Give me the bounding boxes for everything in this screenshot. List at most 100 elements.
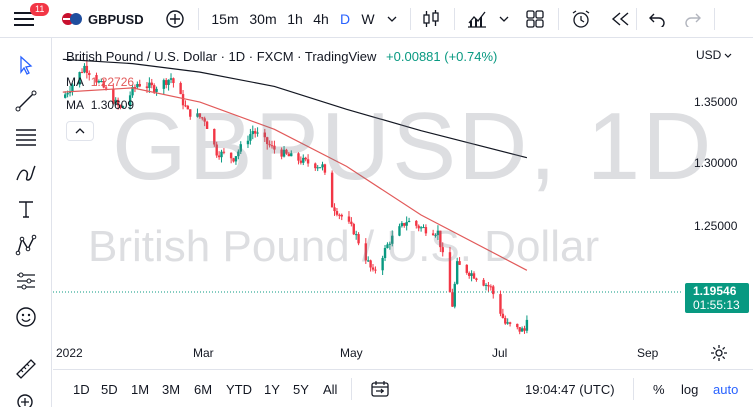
interval-15m[interactable]: 15m [211, 11, 239, 27]
currency-selector[interactable]: USD [696, 48, 732, 62]
candle-body [398, 226, 401, 236]
candle-body [162, 80, 166, 89]
brush-icon [16, 165, 36, 181]
range-1m[interactable]: 1M [131, 381, 150, 397]
candle-body [354, 234, 358, 236]
icons-tool[interactable] [10, 302, 42, 332]
compare-button[interactable] [162, 0, 188, 38]
percent-toggle[interactable]: % [653, 381, 665, 397]
candle-body [181, 94, 185, 106]
candle-body [506, 322, 509, 324]
interval-30m[interactable]: 30m [249, 11, 277, 27]
candle-body [431, 233, 435, 236]
chart-settings-button[interactable] [710, 344, 728, 367]
candle-body [201, 117, 204, 119]
measure-tool[interactable] [10, 354, 42, 384]
candle-body [357, 234, 360, 244]
utc-clock[interactable]: 19:04:47 (UTC) [525, 381, 615, 397]
ma-slow-legend[interactable]: MA 1.30609 [66, 98, 134, 112]
menu-button[interactable] [8, 0, 40, 38]
range-ytd[interactable]: YTD [226, 381, 252, 397]
intervals-dropdown[interactable] [382, 0, 402, 38]
range-5y[interactable]: 5Y [293, 381, 309, 397]
candle-body [321, 164, 324, 168]
log-toggle[interactable]: log [681, 381, 699, 397]
candle-body [470, 273, 473, 276]
candle-body [405, 222, 408, 226]
interval-w[interactable]: W [361, 11, 375, 27]
interval-d[interactable]: D [339, 11, 351, 27]
candlestick-series [64, 60, 529, 335]
candle-body [114, 99, 117, 104]
ruler-icon [16, 359, 36, 379]
candle-body [145, 86, 149, 88]
candle-body [364, 243, 367, 261]
candle-body [386, 244, 389, 249]
candle-body [280, 149, 283, 157]
watermark-symbol: GBPUSD, 1D [112, 93, 714, 200]
candle-body [239, 144, 242, 152]
price-chart[interactable] [53, 39, 753, 369]
candle-body [133, 87, 137, 89]
fib-tool[interactable] [10, 122, 42, 152]
ma-fast-label: MA [66, 75, 84, 89]
redo-button[interactable] [680, 0, 706, 38]
candle-body [484, 284, 488, 286]
ma-fast-line [62, 87, 528, 271]
cursor-tool[interactable] [10, 50, 42, 80]
ma-slow-value: 1.30609 [90, 98, 135, 112]
chart-type-button[interactable] [418, 0, 444, 38]
zoom-in-tool[interactable] [10, 388, 42, 407]
legend-collapse-button[interactable] [66, 121, 94, 141]
undo-button[interactable] [644, 0, 670, 38]
alert-button[interactable] [568, 0, 594, 38]
range-3m[interactable]: 3M [162, 381, 181, 397]
candle-body [198, 113, 202, 118]
candle-body [318, 167, 322, 169]
candle-body [203, 118, 206, 122]
ma-slow-line [62, 58, 528, 159]
range-6m[interactable]: 6M [194, 381, 213, 397]
pattern-tool[interactable] [10, 230, 42, 260]
interval-4h[interactable]: 4h [313, 11, 329, 27]
ma-fast-legend[interactable]: MA 1.22726 [66, 75, 134, 89]
layouts-button[interactable] [522, 0, 548, 38]
candle-body [88, 72, 91, 76]
candle-body [215, 144, 218, 156]
redo-icon [685, 13, 701, 27]
range-1d[interactable]: 1D [73, 381, 90, 397]
range-5d[interactable]: 5D [101, 381, 118, 397]
trend-line-tool[interactable] [10, 86, 42, 116]
brush-tool[interactable] [10, 158, 42, 188]
top-toolbar: 11 GBPUSD 15m 30m 1h 4h D W [0, 0, 753, 38]
candle-body [453, 283, 456, 307]
candle-body [391, 235, 394, 244]
candle-body [249, 134, 252, 141]
last-price-value: 1.19546 [693, 284, 737, 298]
candle-body [253, 131, 257, 134]
indicators-button[interactable] [464, 0, 490, 38]
time-tick: Sep [637, 346, 659, 360]
auto-toggle[interactable]: auto [713, 381, 739, 397]
symbol-search-button[interactable]: GBPUSD [62, 0, 150, 38]
candle-body [419, 227, 423, 229]
calendar-range-icon [371, 381, 389, 397]
replay-button[interactable] [608, 0, 634, 38]
candle-body [165, 80, 168, 85]
candle-body [302, 157, 305, 163]
smiley-icon [16, 307, 36, 327]
text-tool[interactable] [10, 194, 42, 224]
indicators-dropdown[interactable] [494, 0, 514, 38]
candle-body [333, 207, 336, 212]
chevron-down-icon [499, 16, 509, 22]
prediction-tool[interactable] [10, 266, 42, 296]
candle-body [472, 273, 476, 279]
go-to-date-button[interactable] [371, 370, 389, 407]
candle-body [80, 72, 84, 74]
candle-body [330, 172, 334, 208]
candle-body [314, 163, 317, 169]
range-1y[interactable]: 1Y [264, 381, 280, 397]
range-all[interactable]: All [323, 381, 338, 397]
interval-1h[interactable]: 1h [287, 11, 303, 27]
currency-label: USD [696, 48, 722, 62]
